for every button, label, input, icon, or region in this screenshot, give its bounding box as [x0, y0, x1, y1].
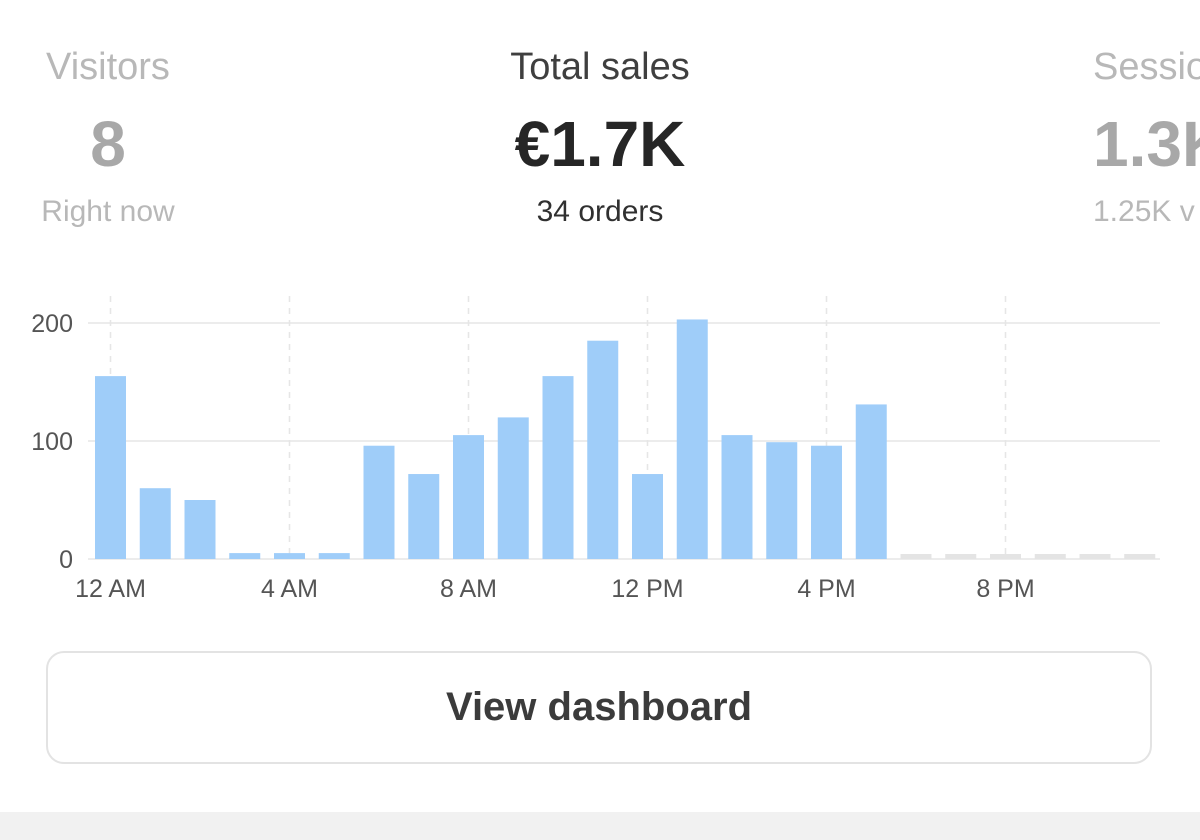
bar-5-pm: [856, 404, 887, 559]
metric-sales-orders: 34 orders: [390, 192, 810, 232]
sales-chart: 0 100 200 12 AM 4 AM 8 AM 12 PM 4 PM 8 PM: [0, 280, 1200, 620]
x-tick-label: 12 AM: [75, 575, 146, 603]
bar-empty-8-pm: [990, 554, 1021, 559]
x-tick-label: 8 PM: [976, 575, 1034, 603]
metric-sessions-label: Sessions: [1093, 42, 1200, 92]
bar-empty-10-pm: [1080, 554, 1111, 559]
bar-3-pm: [766, 442, 797, 559]
x-tick-label: 12 PM: [611, 575, 683, 603]
bar-12-am: [95, 376, 126, 559]
metric-sales-label: Total sales: [390, 42, 810, 92]
bar-empty-6-pm: [901, 554, 932, 559]
metric-visitors-sub: Right now: [0, 192, 318, 232]
bar-4-am: [274, 553, 305, 559]
bar-11-am: [587, 341, 618, 559]
metric-sessions[interactable]: Sessions 1.3K 1.25K v: [1093, 42, 1200, 232]
bar-12-pm: [632, 474, 663, 559]
metric-sessions-sub: 1.25K v: [1093, 192, 1200, 232]
bar-empty-11-pm: [1124, 554, 1155, 559]
bar-1-am: [140, 488, 171, 559]
bar-1-pm: [677, 319, 708, 559]
y-tick-label: 200: [31, 310, 73, 338]
metric-total-sales[interactable]: Total sales €1.7K 34 orders: [390, 42, 810, 232]
bar-4-pm: [811, 446, 842, 559]
y-tick-label: 0: [59, 546, 73, 574]
view-dashboard-button[interactable]: View dashboard: [46, 651, 1152, 764]
bottom-divider: [0, 812, 1200, 840]
bar-7-am: [408, 474, 439, 559]
bar-2-pm: [722, 435, 753, 559]
bar-3-am: [229, 553, 260, 559]
y-tick-label: 100: [31, 428, 73, 456]
bar-empty-7-pm: [945, 554, 976, 559]
bar-8-am: [453, 435, 484, 559]
bar-9-am: [498, 417, 529, 559]
x-tick-label: 4 AM: [261, 575, 318, 603]
bar-6-am: [364, 446, 395, 559]
metric-sessions-value: 1.3K: [1093, 104, 1200, 184]
metric-visitors-value: 8: [0, 104, 318, 184]
metric-visitors-label: Visitors: [0, 42, 318, 92]
metric-sales-value: €1.7K: [390, 104, 810, 184]
sales-bar-chart: 0 100 200 12 AM 4 AM 8 AM 12 PM 4 PM 8 PM: [0, 280, 1200, 620]
bar-empty-9-pm: [1035, 554, 1066, 559]
bar-2-am: [185, 500, 216, 559]
metric-visitors[interactable]: Visitors 8 Right now: [0, 42, 318, 232]
bar-10-am: [543, 376, 574, 559]
x-tick-label: 4 PM: [797, 575, 855, 603]
x-tick-label: 8 AM: [440, 575, 497, 603]
bar-5-am: [319, 553, 350, 559]
